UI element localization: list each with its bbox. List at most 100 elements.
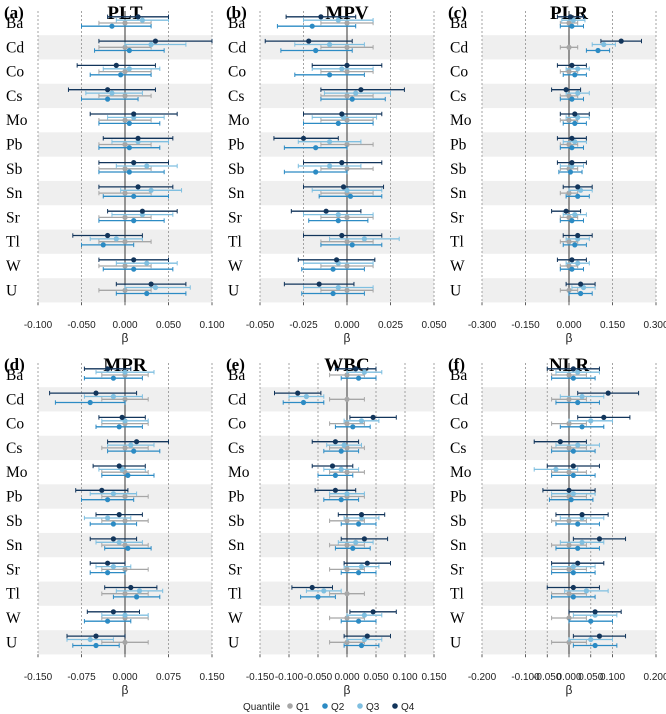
- estimate-point-q4: [105, 560, 111, 566]
- metal-label-tl: Tl: [6, 586, 20, 603]
- estimate-point-q4: [329, 463, 336, 469]
- estimate-point-q3: [341, 442, 347, 448]
- estimate-point-q2: [335, 218, 341, 224]
- estimate-point-q4: [569, 135, 575, 141]
- metal-label-mo: Mo: [228, 112, 250, 129]
- estimate-point-q4: [370, 414, 376, 420]
- metal-label-u: U: [450, 282, 461, 299]
- x-axis-title: β: [566, 683, 573, 697]
- estimate-point-q3: [110, 393, 116, 400]
- metal-label-cs: Cs: [6, 88, 22, 105]
- estimate-point-q1: [122, 287, 128, 293]
- x-tick-label: -0.150: [246, 672, 275, 683]
- estimate-point-q4: [569, 160, 575, 166]
- x-tick-label: 0.025: [378, 320, 403, 331]
- x-axis-title: β: [122, 683, 129, 697]
- estimate-point-q4: [309, 584, 315, 591]
- estimate-point-q2: [570, 594, 576, 600]
- panel-mpr: (d) MPR Ba Cd Co Cs Mo Pb Sb Sn Sr Tl WU -0.150 -0.075…: [4, 355, 225, 697]
- metal-label-tl: Tl: [450, 234, 464, 251]
- estimate-point-q1: [344, 44, 350, 50]
- estimate-point-q3: [152, 284, 159, 291]
- estimate-point-q1: [566, 396, 572, 402]
- estimate-point-q1: [122, 518, 128, 524]
- estimate-point-q4: [340, 184, 347, 190]
- estimate-point-q4: [569, 62, 575, 68]
- estimate-point-q1: [344, 421, 350, 427]
- estimate-point-q4: [370, 609, 376, 615]
- estimate-point-q1: [344, 117, 350, 123]
- estimate-point-q4: [563, 87, 569, 93]
- estimate-point-q2: [572, 242, 578, 248]
- estimate-point-q1: [122, 445, 128, 451]
- legend-label-q1: Q1: [296, 702, 310, 713]
- legend-label-q3: Q3: [366, 702, 380, 713]
- estimate-point-q2: [338, 497, 344, 503]
- estimate-point-q2: [313, 169, 319, 175]
- estimate-point-q4: [605, 390, 611, 396]
- estimate-point-q3: [575, 114, 581, 120]
- estimate-point-q3: [358, 564, 365, 570]
- metal-label-sr: Sr: [6, 209, 21, 226]
- metal-label-pb: Pb: [228, 489, 245, 506]
- metal-label-co: Co: [6, 64, 24, 81]
- estimate-point-q1: [566, 117, 572, 123]
- estimate-point-q4: [344, 62, 350, 68]
- legend-label-q2: Q2: [331, 702, 345, 713]
- estimate-point-q4: [131, 160, 137, 166]
- estimate-point-q1: [566, 44, 572, 50]
- estimate-point-q2: [588, 618, 594, 624]
- estimate-point-q1: [122, 396, 128, 402]
- metal-label-w: W: [450, 258, 465, 275]
- estimate-point-q4: [569, 257, 575, 263]
- metal-label-ba: Ba: [228, 367, 245, 384]
- estimate-point-q2: [356, 375, 362, 381]
- estimate-point-q3: [575, 369, 581, 375]
- estimate-point-q1: [122, 566, 128, 572]
- metal-label-tl: Tl: [228, 234, 242, 251]
- estimate-point-q4: [618, 38, 624, 44]
- estimate-point-q1: [344, 639, 350, 645]
- metal-label-cd: Cd: [228, 391, 246, 408]
- x-tick-label: -0.150: [511, 320, 540, 331]
- estimate-point-q2: [575, 193, 581, 199]
- estimate-point-q2: [350, 424, 356, 430]
- estimate-point-q3: [321, 588, 327, 594]
- metal-label-pb: Pb: [6, 137, 23, 154]
- estimate-point-q4: [579, 512, 585, 518]
- panel-letter: (e): [226, 355, 245, 374]
- metal-label-u: U: [6, 634, 17, 651]
- estimate-point-q3: [353, 90, 359, 96]
- estimate-point-q3: [578, 187, 584, 193]
- estimate-point-q1: [122, 190, 128, 196]
- x-tick-label: -0.050: [533, 672, 562, 683]
- estimate-point-q2: [567, 169, 574, 175]
- metal-label-cd: Cd: [450, 391, 468, 408]
- metal-label-co: Co: [228, 416, 246, 433]
- estimate-point-q2: [131, 266, 137, 272]
- estimate-point-q4: [323, 208, 329, 214]
- estimate-point-q4: [557, 439, 563, 445]
- estimate-point-q1: [566, 639, 572, 645]
- estimate-point-q1: [344, 166, 350, 172]
- estimate-point-q1: [566, 239, 572, 245]
- estimate-point-q1: [344, 214, 350, 220]
- estimate-point-q1: [566, 190, 572, 196]
- estimate-point-q2: [105, 618, 111, 624]
- metal-label-cd: Cd: [228, 39, 246, 56]
- estimate-point-q2: [309, 23, 315, 29]
- estimate-point-q1: [344, 69, 350, 75]
- estimate-point-q4: [578, 281, 584, 287]
- estimate-point-q1: [344, 263, 350, 269]
- estimate-point-q4: [135, 184, 141, 190]
- metal-label-cd: Cd: [6, 39, 24, 56]
- estimate-point-q4: [295, 390, 301, 396]
- estimate-point-q1: [344, 93, 350, 99]
- estimate-point-q3: [575, 66, 581, 72]
- panel-letter: (d): [4, 355, 25, 374]
- metal-label-cs: Cs: [6, 440, 22, 457]
- estimate-point-q1: [344, 141, 350, 148]
- x-tick-label: 0.100: [392, 672, 417, 683]
